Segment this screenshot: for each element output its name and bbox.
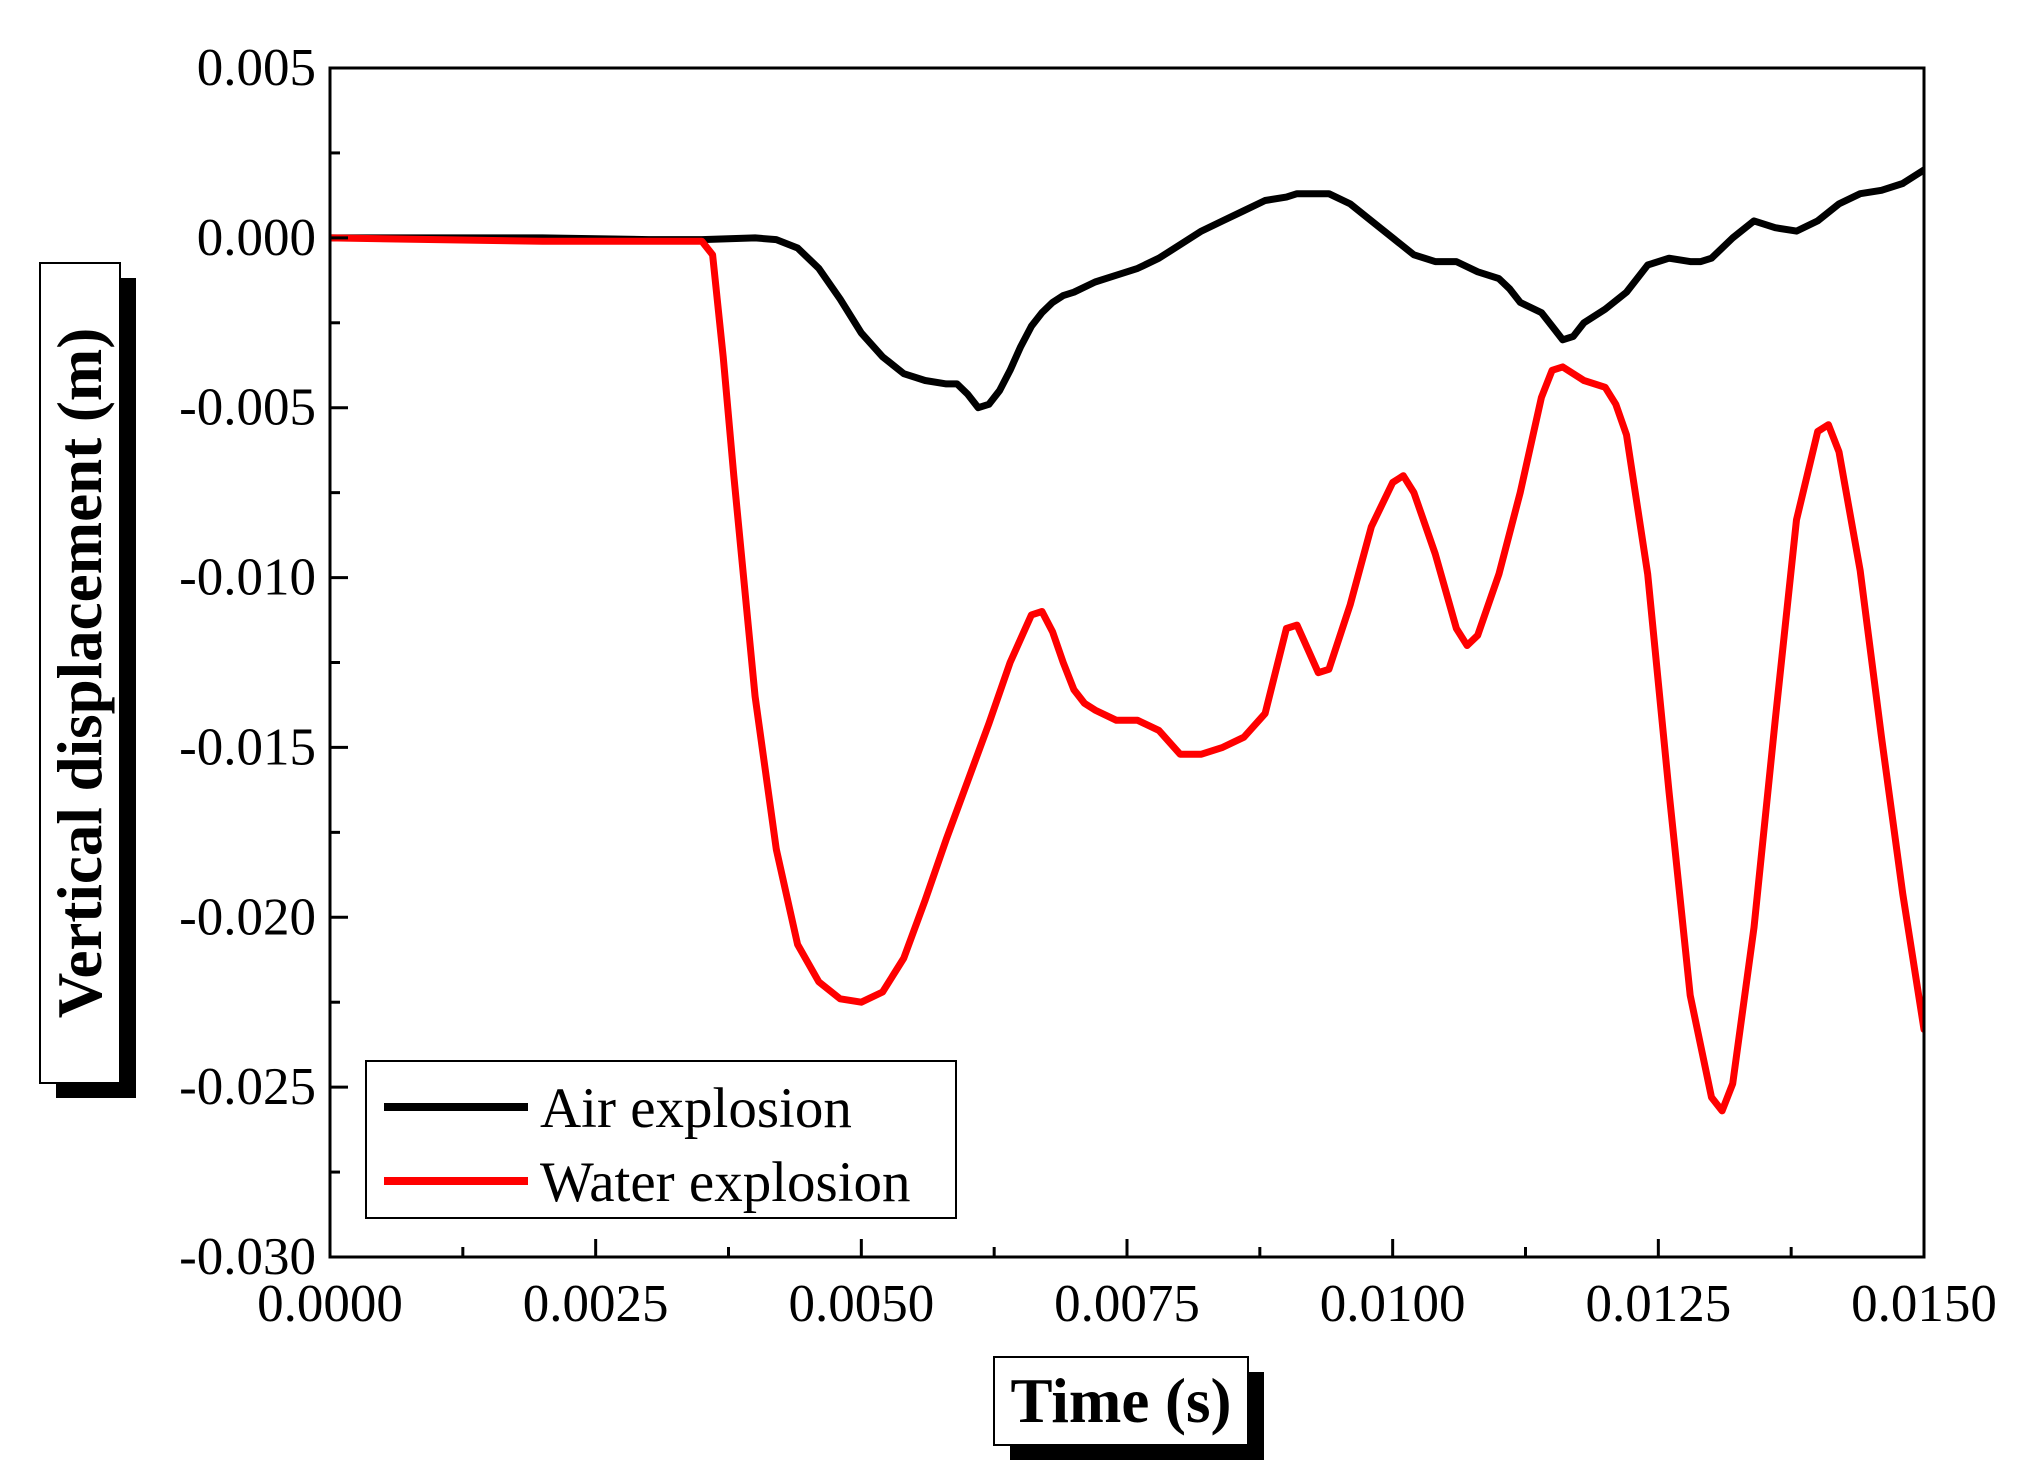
x-axis-title-text: Time (s) [1010,1366,1231,1436]
y-tick-label: -0.025 [179,1058,316,1116]
x-tick-label: 0.0000 [257,1275,403,1333]
x-tick-label: 0.0075 [1054,1275,1200,1333]
y-tick-label: -0.030 [179,1228,316,1286]
y-axis-title-box [39,262,121,1084]
x-tick-label: 0.0050 [788,1275,934,1333]
y-tick-label: 0.005 [197,39,316,97]
legend-label-air: Air explosion [540,1077,852,1140]
x-axis-title-box [993,1356,1249,1446]
legend: Air explosion Water explosion [365,1060,957,1219]
x-tick-label: 0.0125 [1585,1275,1731,1333]
legend-box [365,1060,957,1219]
series-layer [330,166,1924,1115]
x-axis: 0.0000 0.0025 0.0050 0.0075 0.0100 0.0125 0.01… [257,1239,1997,1333]
x-tick-label: 0.0025 [523,1275,669,1333]
legend-label-water: Water explosion [540,1151,911,1214]
y-tick-label: -0.015 [179,718,316,776]
y-axis: 0.005 0.000 -0.005 -0.010 -0.015 -0.020 -0.025… [179,39,348,1286]
y-tick-label: 0.000 [197,209,316,267]
series-line-air-explosion [330,166,1924,412]
x-tick-label: 0.0100 [1320,1275,1466,1333]
y-tick-label: -0.010 [179,549,316,607]
series-line-water-explosion [330,234,1924,1115]
x-axis-title: Time (s) [993,1356,1264,1460]
y-axis-title: Vertical displacement (m) [39,262,136,1098]
y-tick-label: -0.005 [179,379,316,437]
y-tick-label: -0.020 [179,888,316,946]
x-tick-label: 0.0150 [1851,1275,1997,1333]
y-axis-title-text: Vertical displacement (m) [45,328,115,1019]
